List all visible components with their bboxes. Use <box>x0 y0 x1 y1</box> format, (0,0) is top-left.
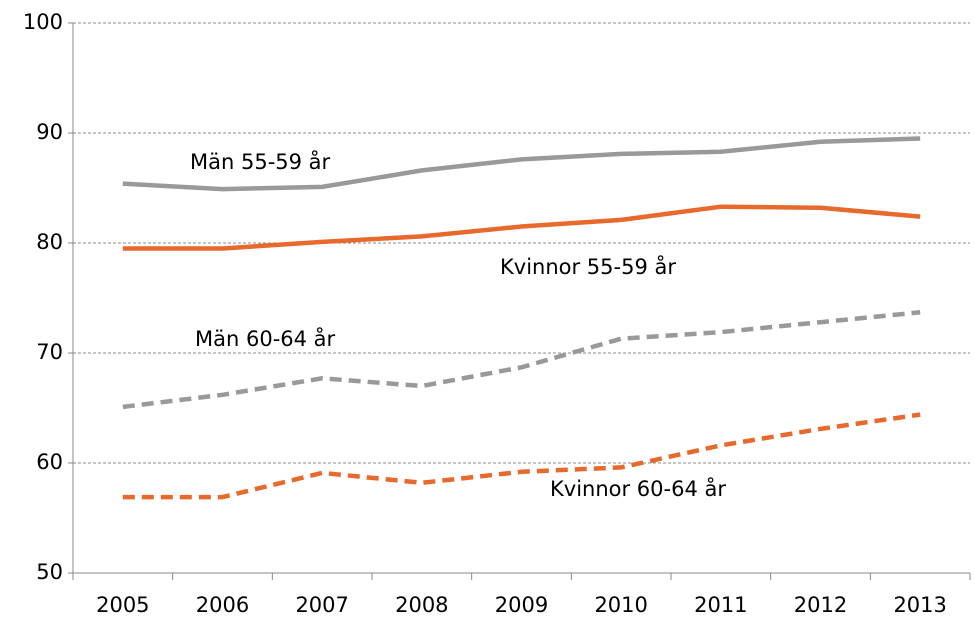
series-label: Kvinnor 60-64 år <box>550 476 726 501</box>
x-tick-label: 2010 <box>594 593 647 617</box>
x-tick-label: 2012 <box>794 593 847 617</box>
series-line <box>122 136 921 192</box>
series-label: Män 60-64 år <box>195 326 336 351</box>
x-tick-label: 2011 <box>694 593 747 617</box>
y-tick-label: 70 <box>36 340 63 364</box>
x-tick-label: 2008 <box>395 593 448 617</box>
x-tick-label: 2006 <box>196 593 249 617</box>
x-tick-label: 2009 <box>495 593 548 617</box>
series-line <box>122 204 921 251</box>
series-label: Kvinnor 55-59 år <box>500 254 676 279</box>
series-line <box>122 310 921 410</box>
x-tick-label: 2007 <box>295 593 348 617</box>
x-tick-label: 2005 <box>96 593 149 617</box>
y-tick-label: 100 <box>23 10 63 34</box>
series-line <box>122 412 921 500</box>
y-tick-label: 90 <box>36 120 63 144</box>
series-label: Män 55-59 år <box>190 149 331 174</box>
x-tick-label: 2013 <box>893 593 946 617</box>
y-tick-label: 50 <box>36 560 63 584</box>
y-tick-label: 80 <box>36 230 63 254</box>
y-tick-label: 60 <box>36 450 63 474</box>
